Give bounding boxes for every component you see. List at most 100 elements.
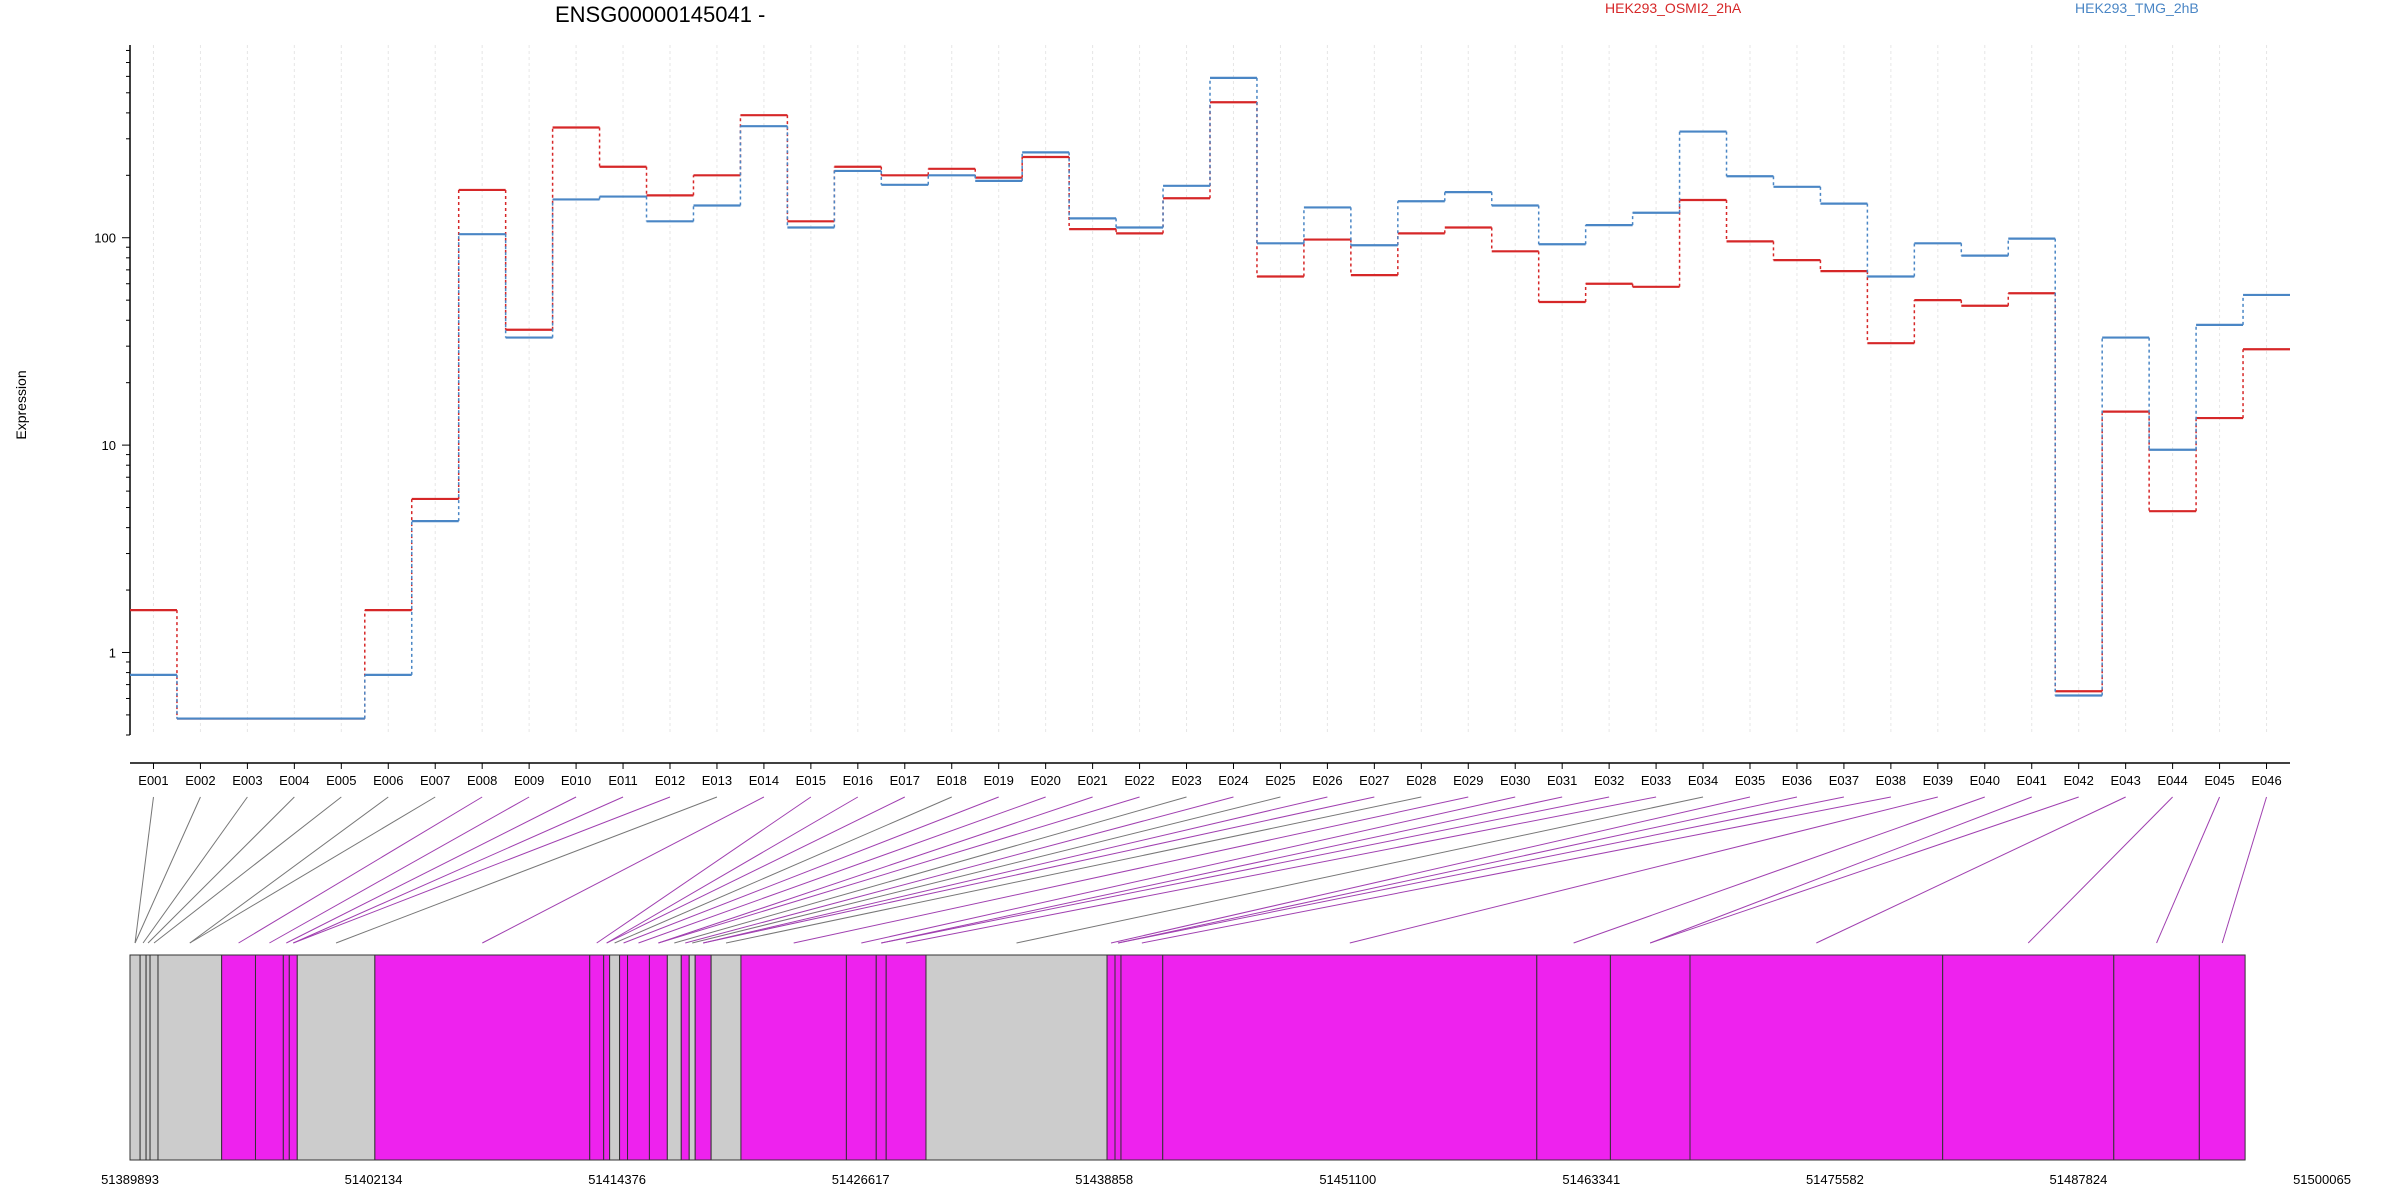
- exon-label: E031: [1547, 773, 1577, 788]
- exon-block-highlighted: [254, 954, 284, 1161]
- genome-axis: 51389893 51402134 51414376 51426617 51438858…: [101, 1172, 2351, 1187]
- exon-label: E020: [1030, 773, 1060, 788]
- exon-block-highlighted: [1609, 954, 1691, 1161]
- exon-label: E017: [890, 773, 920, 788]
- exon-label: E037: [1829, 773, 1859, 788]
- exon-block: [296, 954, 376, 1161]
- genome-coordinate-label: 51389893: [101, 1172, 159, 1187]
- exon-connector: [905, 796, 1657, 944]
- exon-connector: [2221, 796, 2268, 944]
- exon-label: E013: [702, 773, 732, 788]
- exon-connector: [674, 796, 1187, 944]
- exon-block: [925, 954, 1108, 1161]
- exon-connector: [293, 796, 624, 944]
- exon-label: E030: [1500, 773, 1530, 788]
- exon-label: E023: [1171, 773, 1201, 788]
- exon-block: [157, 954, 223, 1161]
- chart-title: ENSG00000145041 -: [555, 2, 765, 27]
- exon-block: [149, 954, 159, 1161]
- exon-connector: [692, 796, 1281, 944]
- exon-blocks: [129, 954, 2246, 1161]
- exon-label: E040: [1970, 773, 2000, 788]
- exon-block-highlighted: [1536, 954, 1611, 1161]
- exon-label: E029: [1453, 773, 1483, 788]
- exon-connector: [1650, 796, 2079, 944]
- exon-connector: [2027, 796, 2173, 944]
- exon-label: E002: [185, 773, 215, 788]
- exon-label: E028: [1406, 773, 1436, 788]
- exon-connector: [1573, 796, 1985, 944]
- exon-connector: [153, 796, 342, 944]
- y-axis-label: Expression: [13, 370, 29, 439]
- genome-coordinate-label: 51463341: [1562, 1172, 1620, 1187]
- exon-block-highlighted: [589, 954, 605, 1161]
- exon-block: [129, 954, 141, 1161]
- genome-coordinate-label: 51487824: [2050, 1172, 2108, 1187]
- exon-block-highlighted: [1106, 954, 1116, 1161]
- exon-block-highlighted: [2113, 954, 2200, 1161]
- exon-label: E036: [1782, 773, 1812, 788]
- exon-block: [609, 954, 621, 1161]
- exon-label: E019: [984, 773, 1014, 788]
- exon-label: E045: [2204, 773, 2234, 788]
- exon-block-highlighted: [875, 954, 887, 1161]
- exon-connector: [793, 796, 1469, 944]
- exon-connector: [269, 796, 530, 944]
- exon-block: [688, 954, 696, 1161]
- exon-block-highlighted: [619, 954, 629, 1161]
- genome-coordinate-label: 51426617: [832, 1172, 890, 1187]
- exon-connector: [658, 796, 1093, 944]
- exon-connector: [614, 796, 952, 944]
- exon-label: E016: [843, 773, 873, 788]
- exon-connector: [685, 796, 1234, 944]
- exon-connector: [1016, 796, 1704, 944]
- exon-block-highlighted: [1162, 954, 1538, 1161]
- legend-series-a: HEK293_OSMI2_2hA: [1605, 0, 1742, 16]
- exon-block-highlighted: [1689, 954, 1944, 1161]
- exon-block-highlighted: [648, 954, 668, 1161]
- exon-block: [139, 954, 147, 1161]
- exon-block-highlighted: [221, 954, 256, 1161]
- exon-label: E010: [561, 773, 591, 788]
- exon-label: E035: [1735, 773, 1765, 788]
- exon-label: E022: [1124, 773, 1154, 788]
- exon-block: [710, 954, 742, 1161]
- exon-connector: [286, 796, 577, 944]
- exon-label: E041: [2017, 773, 2047, 788]
- exon-connector: [335, 796, 718, 944]
- exon-label: E001: [138, 773, 168, 788]
- exon-label: E033: [1641, 773, 1671, 788]
- exon-label: E027: [1359, 773, 1389, 788]
- exon-label: E042: [2064, 773, 2094, 788]
- exon-block-highlighted: [2198, 954, 2246, 1161]
- exon-block-highlighted: [1114, 954, 1122, 1161]
- exon-label: E007: [420, 773, 450, 788]
- exon-block-highlighted: [603, 954, 611, 1161]
- y-tick-label: 100: [94, 231, 116, 246]
- exon-connector: [1650, 796, 2032, 944]
- genome-coordinate-label: 51451100: [1319, 1172, 1376, 1187]
- exon-connector: [881, 796, 1563, 944]
- exon-label: E032: [1594, 773, 1624, 788]
- exon-connector: [861, 796, 1516, 944]
- exon-label: E012: [655, 773, 685, 788]
- exon-label: E038: [1876, 773, 1906, 788]
- exon-connector: [596, 796, 812, 944]
- y-tick-label: 1: [109, 645, 116, 660]
- genome-coordinate-label: 51402134: [345, 1172, 403, 1187]
- exon-connector: [1117, 796, 1798, 944]
- exon-label: E004: [279, 773, 309, 788]
- exon-label: E044: [2157, 773, 2187, 788]
- exon-block-highlighted: [680, 954, 690, 1161]
- series-lines: [130, 76, 2290, 720]
- genome-coordinate-label: 51475582: [1806, 1172, 1864, 1187]
- grid-lines: [152, 45, 2268, 735]
- exon-block: [666, 954, 682, 1161]
- y-tick-label: 10: [102, 438, 116, 453]
- exon-label: E021: [1077, 773, 1107, 788]
- exon-block-highlighted: [627, 954, 650, 1161]
- exon-connector: [238, 796, 483, 944]
- legend-series-b: HEK293_TMG_2hB: [2075, 0, 2199, 16]
- exon-label: E034: [1688, 773, 1718, 788]
